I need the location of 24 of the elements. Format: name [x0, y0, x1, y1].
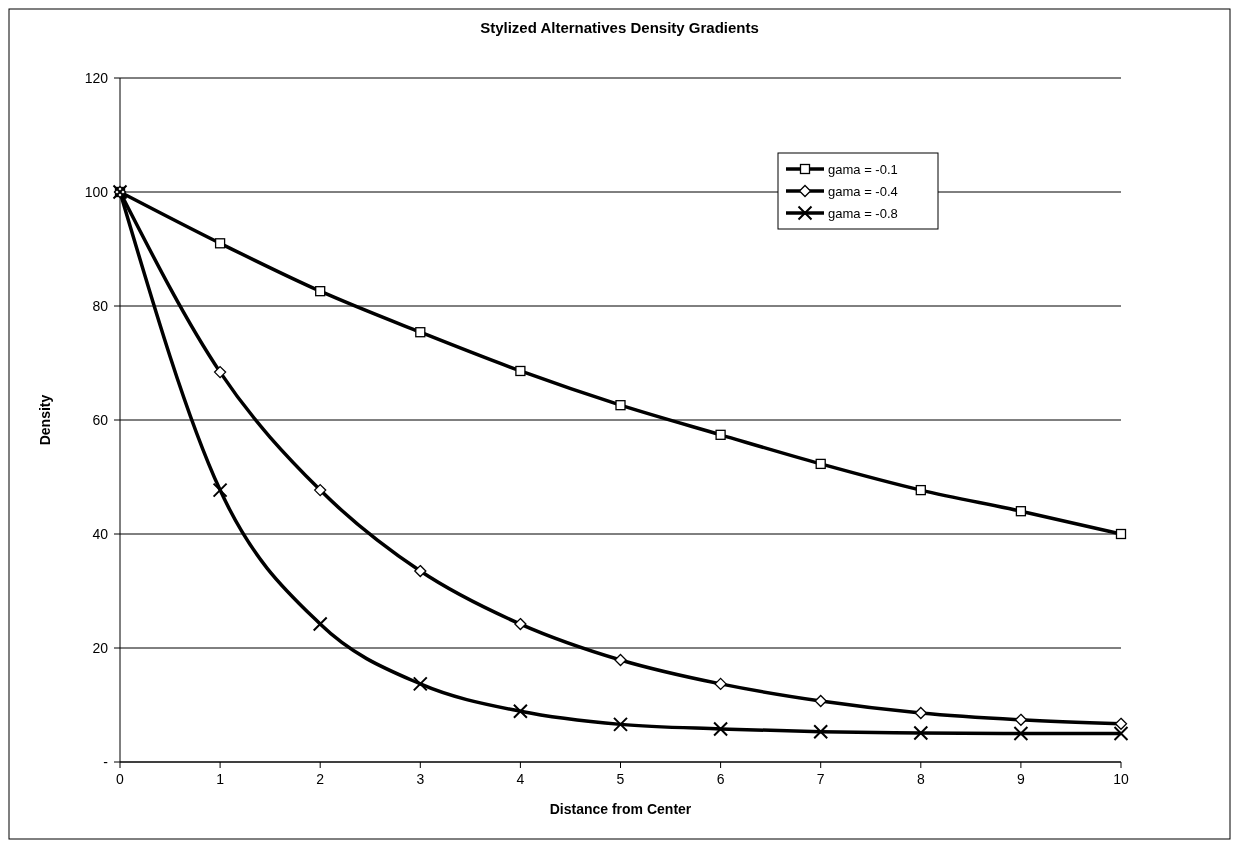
x-tick-label: 10 [1113, 771, 1129, 787]
legend-label: gama = -0.8 [828, 205, 898, 221]
y-tick-label: 20 [92, 639, 109, 656]
y-tick-label: 120 [84, 69, 109, 86]
x-tick-label: 1 [216, 771, 225, 787]
x-tick-label: 9 [1017, 771, 1025, 787]
y-tick-label: 80 [92, 297, 109, 314]
y-tick-label: 100 [84, 183, 109, 200]
y-tick-label: 40 [92, 525, 109, 542]
y-axis-title: Density [37, 394, 53, 446]
x-tick-label: 0 [116, 771, 125, 787]
x-tick-label: 2 [316, 771, 325, 787]
x-tick-label: 4 [516, 771, 525, 787]
x-tick-label: 8 [916, 771, 925, 787]
x-tick-label: 3 [416, 771, 425, 787]
x-tick-label: 6 [716, 771, 725, 787]
legend-label: gama = -0.1 [828, 161, 898, 177]
chart-title: Stylized Alternatives Density Gradients [480, 19, 759, 36]
y-tick-label: - [103, 753, 109, 770]
x-axis-title: Distance from Center [549, 801, 692, 817]
x-tick-label: 5 [616, 771, 625, 787]
x-tick-label: 7 [816, 771, 825, 787]
legend-label: gama = -0.4 [828, 183, 898, 199]
y-tick-label: 60 [92, 411, 109, 428]
